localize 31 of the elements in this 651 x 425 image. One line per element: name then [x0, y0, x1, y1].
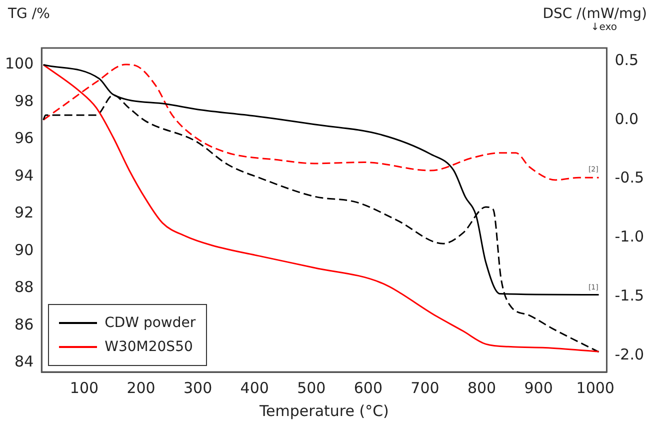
- x-axis-title: Temperature (°C): [258, 402, 389, 420]
- x-tick-label: 500: [297, 378, 326, 397]
- x-tick-label: 700: [410, 378, 440, 397]
- y2-tick-label: 0.0: [614, 110, 639, 128]
- x-tick-label: 300: [183, 378, 212, 397]
- y-tick-label: 98: [14, 92, 34, 110]
- y-tick-label: 96: [14, 129, 34, 148]
- y2-tick-label: -0.5: [614, 168, 644, 187]
- y-tick-label: 88: [14, 278, 34, 296]
- y-tick-label: 100: [4, 54, 34, 73]
- y-tick-label: 92: [14, 204, 34, 222]
- x-tick-label: 1000: [576, 378, 614, 397]
- y2-axis-title: DSC /(mW/mg): [542, 6, 647, 22]
- x-tick-label: 600: [354, 378, 383, 397]
- y2-tick-label: -1.5: [614, 286, 644, 304]
- y2-tick-label: -2.0: [614, 345, 644, 364]
- x-tick-label: 800: [467, 378, 496, 397]
- y-tick-label: 90: [14, 240, 34, 259]
- y-axis-title: TG /%: [8, 6, 50, 22]
- legend-label: W30M20S50: [104, 338, 193, 357]
- y-tick-label: 94: [14, 166, 34, 184]
- y-tick-label: 86: [14, 315, 34, 334]
- x-tick-label: 900: [524, 378, 553, 397]
- y2-tick-label: -1.0: [614, 228, 644, 246]
- x-tick-label: 400: [240, 378, 269, 397]
- x-tick-label: 200: [126, 378, 156, 397]
- legend-label: CDW powder: [104, 314, 196, 333]
- y2-tick-label: 0.5: [614, 50, 639, 69]
- text: ↓exo: [590, 22, 617, 33]
- x-tick-label: 100: [70, 378, 99, 397]
- y-tick-label: 84: [14, 352, 34, 371]
